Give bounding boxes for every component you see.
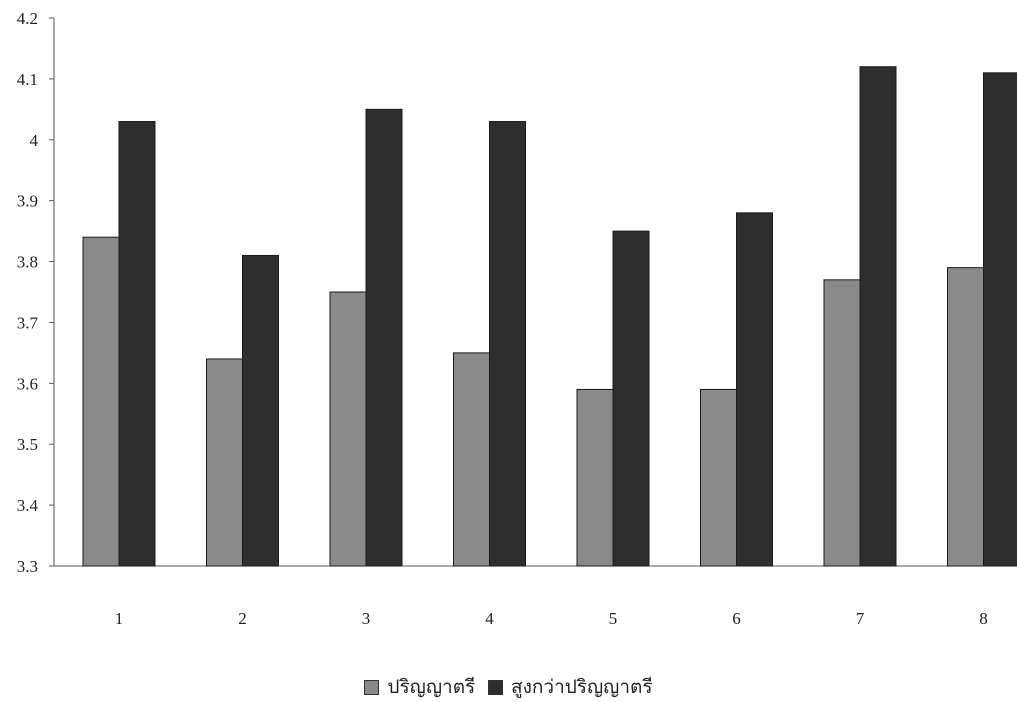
- x-category-label: 5: [609, 609, 618, 628]
- bar-bachelor: [577, 389, 613, 566]
- bar-above-bachelor: [860, 67, 896, 566]
- x-category-label: 3: [362, 609, 371, 628]
- bar-above-bachelor: [119, 122, 155, 566]
- bar-above-bachelor: [737, 213, 773, 566]
- x-category-label: 2: [238, 609, 247, 628]
- y-tick-label: 3.4: [17, 496, 39, 515]
- bar-above-bachelor: [613, 231, 649, 566]
- y-tick-label: 3.7: [17, 313, 39, 332]
- x-axis-labels: 1 2 3 4 5 6 7 8: [115, 609, 988, 628]
- y-tick-label: 3.3: [17, 557, 38, 576]
- bar-bachelor: [83, 237, 119, 566]
- legend-item-bachelor: ปริญญาตรี: [364, 672, 475, 702]
- legend-swatch-above-bachelor: [488, 680, 503, 695]
- bar-bachelor: [701, 389, 737, 566]
- legend: ปริญญาตรี สูงกว่าปริญญาตรี: [0, 672, 1017, 702]
- x-category-label: 4: [485, 609, 494, 628]
- legend-swatch-bachelor: [364, 680, 379, 695]
- legend-label-above-bachelor: สูงกว่าปริญญาตรี: [511, 672, 653, 702]
- y-axis-ticks: 3.3 3.4 3.5 3.6 3.7 3.8 3.9 4 4.1 4.2: [17, 9, 54, 576]
- legend-label-bachelor: ปริญญาตรี: [387, 672, 475, 702]
- bar-above-bachelor: [243, 255, 279, 566]
- y-tick-label: 4.1: [17, 70, 38, 89]
- bars: [83, 67, 1017, 566]
- y-tick-label: 3.6: [17, 374, 38, 393]
- y-tick-label: 3.5: [17, 435, 38, 454]
- bar-above-bachelor: [984, 73, 1017, 566]
- x-category-label: 1: [115, 609, 124, 628]
- x-category-label: 7: [856, 609, 865, 628]
- bar-above-bachelor: [366, 109, 402, 566]
- y-tick-label: 4: [30, 131, 39, 150]
- bar-bachelor: [824, 280, 860, 566]
- y-tick-label: 3.8: [17, 253, 38, 272]
- bar-above-bachelor: [490, 122, 526, 566]
- bar-bachelor: [948, 268, 984, 566]
- x-category-label: 8: [979, 609, 988, 628]
- y-tick-label: 3.9: [17, 192, 38, 211]
- bar-bachelor: [207, 359, 243, 566]
- legend-item-above-bachelor: สูงกว่าปริญญาตรี: [488, 672, 653, 702]
- bar-bachelor: [454, 353, 490, 566]
- bar-bachelor: [330, 292, 366, 566]
- y-tick-label: 4.2: [17, 9, 38, 28]
- x-category-label: 6: [732, 609, 741, 628]
